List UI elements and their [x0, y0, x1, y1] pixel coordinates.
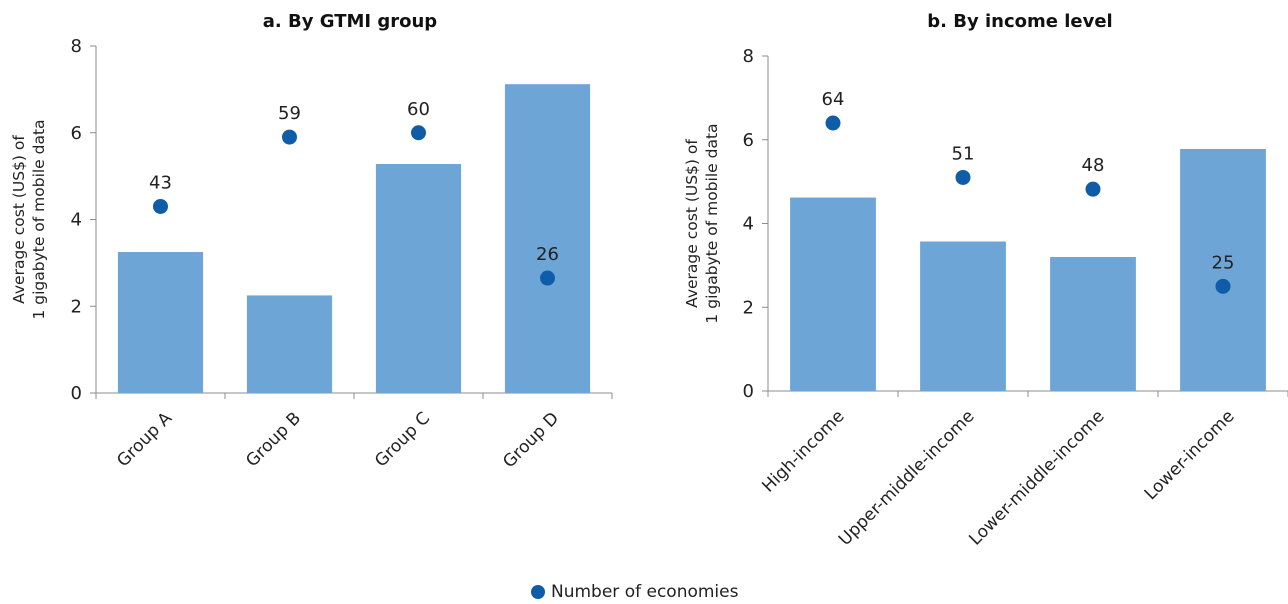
- bar: [246, 295, 333, 393]
- data-point: [825, 115, 841, 131]
- data-label: 26: [536, 244, 559, 265]
- x-tick-label: Group B: [242, 408, 305, 471]
- chart-title: b. By income level: [927, 11, 1112, 32]
- x-tick-label: Group A: [113, 408, 176, 471]
- circle-marker-icon: [531, 585, 545, 599]
- x-tick-label: High-income: [758, 406, 848, 496]
- y-tick-label: 4: [743, 214, 754, 235]
- x-tick-label: Group C: [371, 408, 434, 471]
- data-label: 43: [149, 172, 172, 193]
- chart-panel-1: a. By GTMI group Average cost (US$) of 1 g…: [10, 11, 613, 472]
- y-tick-label: 8: [71, 36, 82, 57]
- y-tick-label: 0: [71, 383, 82, 404]
- x-tick-label: Upper-middle-income: [835, 406, 979, 550]
- y-tick-label: 2: [71, 296, 82, 317]
- data-point: [1085, 181, 1101, 197]
- y-axis-label: Average cost (US$) of: [10, 135, 28, 304]
- data-label: 59: [278, 103, 301, 124]
- data-point: [1215, 278, 1231, 294]
- data-point: [153, 198, 168, 214]
- bar: [920, 241, 1006, 391]
- y-axis-label: Average cost (US$) of: [683, 139, 701, 308]
- y-tick-label: 4: [71, 210, 82, 231]
- bar: [504, 84, 591, 394]
- y-tick-label: 6: [743, 130, 754, 151]
- data-point: [955, 169, 971, 185]
- chart-title: a. By GTMI group: [263, 11, 438, 32]
- bar: [790, 197, 876, 391]
- legend: Number of economies: [531, 581, 738, 603]
- y-tick-label: 2: [743, 297, 754, 318]
- data-point: [540, 270, 555, 286]
- y-axis-label: 1 gigabyte of mobile data: [703, 123, 721, 323]
- bar: [117, 252, 204, 393]
- data-point: [282, 129, 297, 145]
- chart-panel-2: b. By income level Average cost (US$) of 1…: [683, 11, 1288, 550]
- y-tick-label: 0: [743, 381, 754, 402]
- y-axis-label: 1 gigabyte of mobile data: [30, 119, 48, 319]
- bar: [1180, 148, 1266, 391]
- x-tick-label: Group D: [499, 408, 563, 472]
- bar: [375, 163, 462, 393]
- data-label: 25: [1212, 252, 1235, 273]
- x-tick-label: Lower-income: [1141, 406, 1239, 504]
- bar: [1050, 257, 1136, 391]
- data-label: 51: [952, 143, 975, 164]
- data-label: 60: [407, 99, 430, 120]
- y-tick-label: 6: [71, 123, 82, 144]
- data-point: [411, 125, 426, 141]
- data-label: 64: [822, 89, 845, 110]
- legend-label: Number of economies: [551, 582, 739, 602]
- y-tick-label: 8: [743, 46, 754, 67]
- data-label: 48: [1082, 155, 1105, 176]
- x-tick-label: Lower-middle-income: [965, 406, 1108, 549]
